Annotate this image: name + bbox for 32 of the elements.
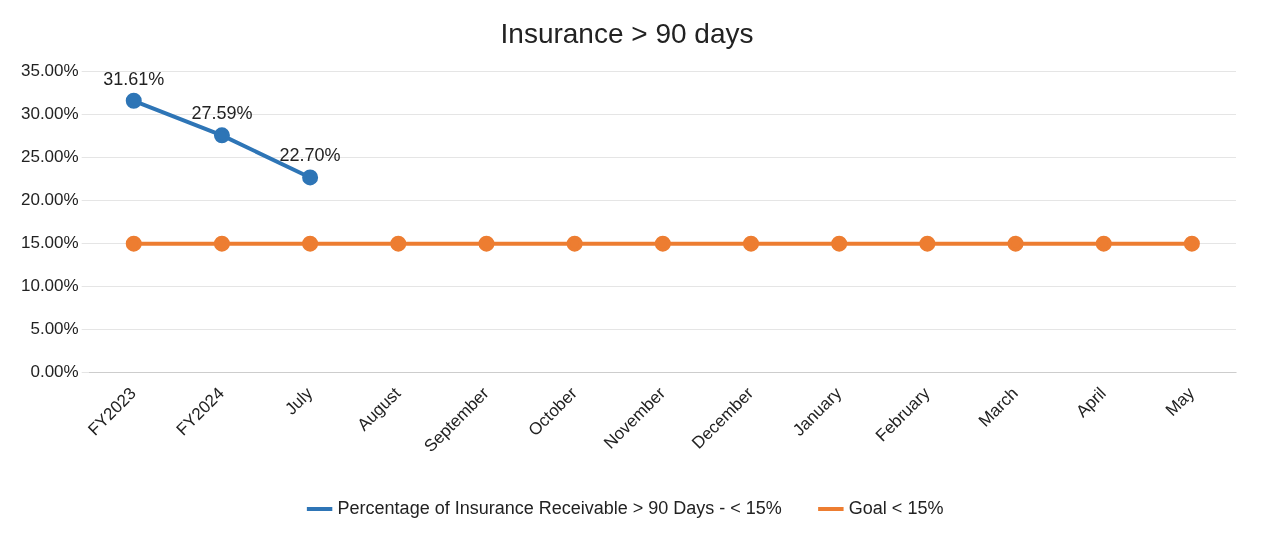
point [1007,235,1024,252]
point [919,235,936,252]
y-tick-label: 20.00% [20,190,79,210]
point [1183,235,1200,252]
y-tick-label: 30.00% [20,104,79,124]
y-tick-label: 25.00% [20,147,79,167]
y-tick-label: 35.00% [20,61,79,81]
point [213,235,230,252]
point [654,235,671,252]
point [302,235,319,252]
chart-title: Insurance > 90 days [500,17,754,49]
x-tick-label: July [281,383,317,419]
point [831,235,848,252]
point [390,235,407,252]
point [125,235,142,252]
y-tick-label: 10.00% [20,276,79,296]
point [125,92,142,109]
data-label: 27.59% [191,103,253,124]
y-tick-label: 15.00% [20,233,79,253]
point [478,235,495,252]
legend-label: Percentage of Insurance Receivable > 90 Days - < 15% [337,497,782,518]
x-tick-label: May [1161,383,1199,420]
point [302,169,319,186]
data-label: 31.61% [103,68,165,89]
point [213,127,230,144]
point [1095,235,1112,252]
y-tick-label: 5.00% [30,319,79,339]
legend-label: Goal < 15% [848,497,944,518]
point [743,235,760,252]
point [566,235,583,252]
data-label: 22.70% [279,145,341,166]
y-tick-label: 0.00% [30,362,79,382]
